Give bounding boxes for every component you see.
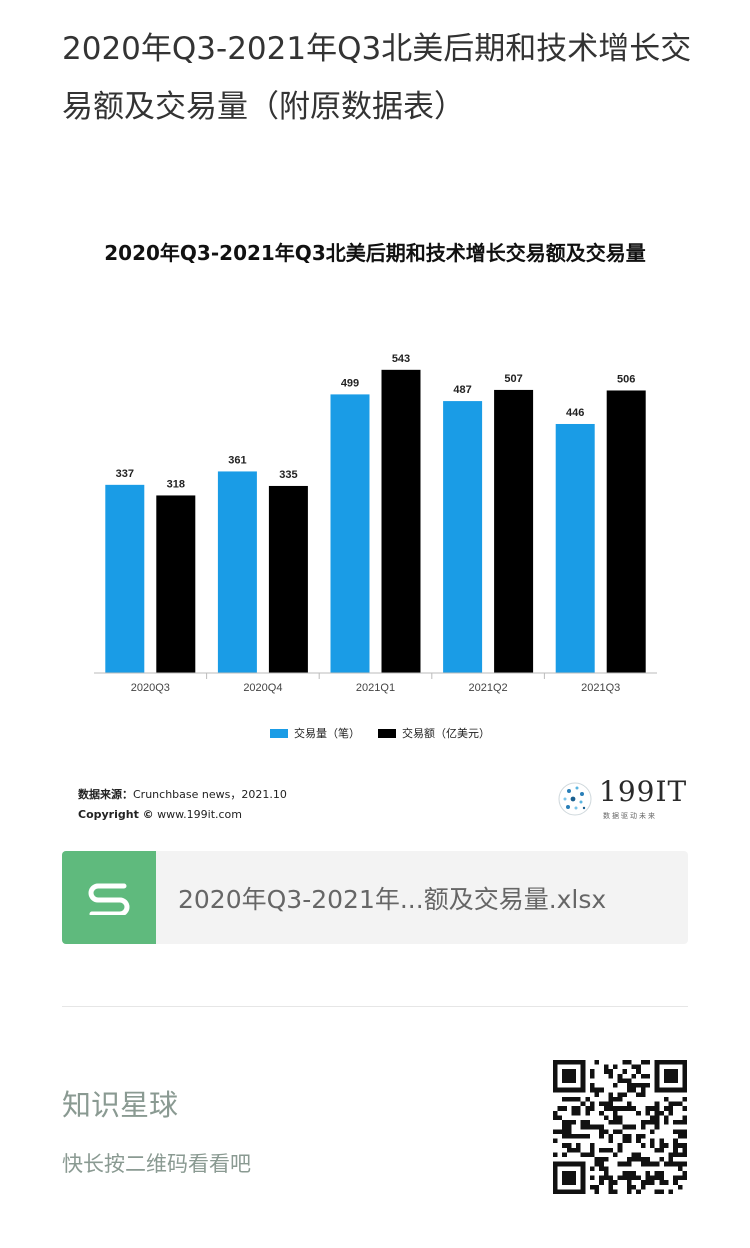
source-text: Crunchbase news，2021.10 — [133, 788, 287, 801]
bar-amount-2021Q1 — [381, 369, 421, 673]
chart-source: 数据来源：Crunchbase news，2021.10 Copyright ©… — [78, 785, 287, 825]
legend-swatch-volume — [270, 728, 288, 738]
legend-label-volume: 交易量（笔） — [294, 727, 360, 740]
data-label-volume-2021Q2: 487 — [453, 384, 471, 396]
attachment-file-name: 2020年Q3-2021年...额及交易量.xlsx — [178, 884, 607, 914]
data-label-volume-2020Q4: 361 — [228, 454, 246, 466]
legend-item-amount: 交易额（亿美元） — [378, 725, 490, 741]
bar-volume-2020Q4 — [217, 471, 257, 673]
copyright-text: www.199it.com — [157, 808, 243, 821]
chart-legend: 交易量（笔） 交易额（亿美元） — [270, 725, 490, 741]
divider — [62, 1006, 688, 1007]
brand-logo: 199IT 数据驱动未来 — [555, 775, 688, 825]
source-label: 数据来源： — [78, 788, 133, 801]
bar-volume-2021Q1 — [330, 394, 370, 673]
x-tick-label-2021Q3: 2021Q3 — [581, 682, 620, 694]
data-label-volume-2021Q3: 446 — [566, 407, 584, 419]
legend-item-volume: 交易量（笔） — [270, 725, 360, 741]
chart-image: 2020年Q3-2021年Q3北美后期和技术增长交易额及交易量 337 318 20… — [0, 215, 750, 835]
bar-volume-2020Q3 — [105, 484, 145, 673]
bar-amount-2020Q4 — [268, 485, 308, 673]
logo-tagline: 数据驱动未来 — [603, 812, 657, 820]
spreadsheet-s-icon — [62, 851, 156, 944]
copyright-label: Copyright © — [78, 808, 154, 821]
bar-amount-2021Q3 — [606, 390, 646, 673]
chart-title: 2020年Q3-2021年Q3北美后期和技术增长交易额及交易量 — [104, 241, 646, 265]
footer-subtitle: 快长按二维码看看吧 — [62, 1152, 251, 1176]
qr-code-icon[interactable] — [553, 1060, 687, 1194]
footer-title: 知识星球 — [62, 1088, 179, 1122]
data-label-amount-2021Q3: 506 — [617, 373, 635, 385]
bar-volume-2021Q3 — [555, 423, 595, 673]
data-label-amount-2021Q1: 543 — [392, 353, 410, 365]
post-title: 2020年Q3-2021年Q3北美后期和技术增长交易额及交易量（附原数据表） — [62, 31, 692, 125]
data-label-amount-2020Q4: 335 — [279, 469, 297, 481]
attachment-card[interactable]: 2020年Q3-2021年...额及交易量.xlsx — [62, 851, 688, 944]
bar-amount-2021Q2 — [494, 389, 534, 673]
legend-swatch-amount — [378, 728, 396, 738]
logo-name: 199IT — [599, 775, 688, 808]
logo-dots-icon — [558, 782, 592, 816]
x-tick-label-2020Q3: 2020Q3 — [131, 682, 170, 694]
x-tick-label-2020Q4: 2020Q4 — [243, 682, 282, 694]
data-label-volume-2021Q1: 499 — [341, 377, 359, 389]
data-label-amount-2020Q3: 318 — [167, 478, 185, 490]
bar-chart: 337 318 2020Q3 361 335 2020Q4 499 543 2021Q1 487 5… — [94, 353, 657, 694]
bar-volume-2021Q2 — [443, 401, 483, 673]
data-label-amount-2021Q2: 507 — [504, 373, 522, 385]
bar-amount-2020Q3 — [156, 495, 196, 673]
x-tick-label-2021Q2: 2021Q2 — [469, 682, 508, 694]
legend-label-amount: 交易额（亿美元） — [402, 727, 490, 740]
data-label-volume-2020Q3: 337 — [116, 468, 134, 480]
x-tick-label-2021Q1: 2021Q1 — [356, 682, 395, 694]
